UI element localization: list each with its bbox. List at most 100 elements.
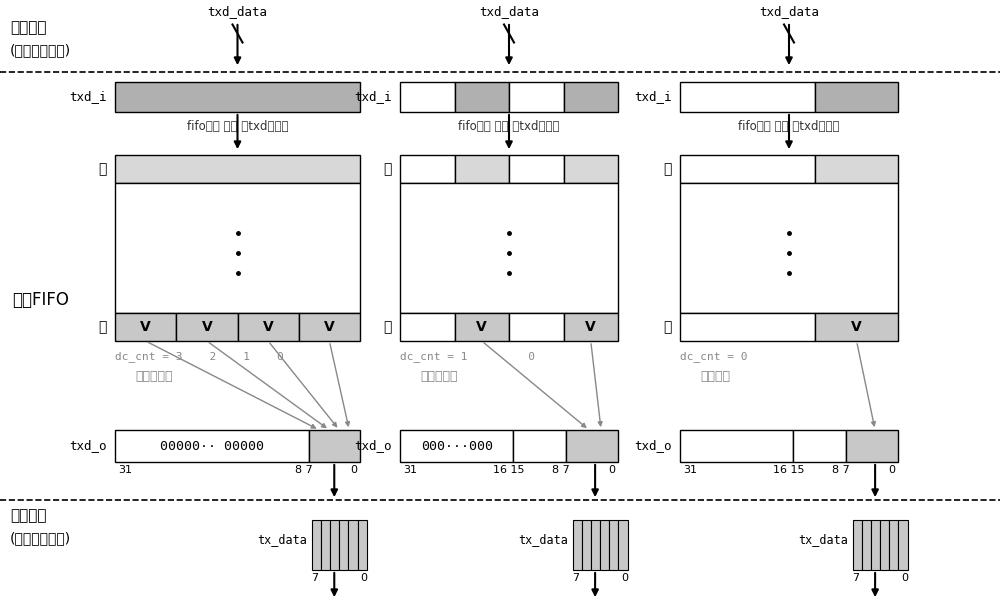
Bar xyxy=(880,520,889,570)
Text: 尾: 尾 xyxy=(384,162,392,176)
Text: 头: 头 xyxy=(384,320,392,334)
Text: (数据并行写入): (数据并行写入) xyxy=(10,43,71,57)
Text: 8 7: 8 7 xyxy=(295,465,313,475)
Bar xyxy=(513,430,566,462)
Bar xyxy=(115,82,360,112)
Bar xyxy=(815,155,898,183)
Text: tx_data: tx_data xyxy=(518,533,568,547)
Text: dc_cnt = 1         0: dc_cnt = 1 0 xyxy=(400,352,535,362)
Bar xyxy=(582,520,591,570)
Bar xyxy=(348,520,358,570)
Bar xyxy=(115,155,360,183)
Text: txd_i: txd_i xyxy=(70,90,107,104)
Text: 主机接口: 主机接口 xyxy=(10,20,46,36)
Text: 31: 31 xyxy=(683,465,697,475)
Text: txd_i: txd_i xyxy=(635,90,672,104)
Bar xyxy=(309,430,360,462)
Bar xyxy=(591,520,600,570)
Bar xyxy=(609,520,618,570)
Bar xyxy=(680,82,815,112)
Text: V: V xyxy=(324,320,335,334)
Bar xyxy=(400,430,513,462)
Text: 发送FIFO: 发送FIFO xyxy=(12,291,69,309)
Text: V: V xyxy=(585,320,596,334)
Text: V: V xyxy=(851,320,862,334)
Text: 00000·· 00000: 00000·· 00000 xyxy=(160,439,264,453)
Text: 按字节对齐: 按字节对齐 xyxy=(135,370,173,383)
Text: txd_o: txd_o xyxy=(354,439,392,453)
Text: 外设接口: 外设接口 xyxy=(10,509,46,524)
Text: 31: 31 xyxy=(403,465,417,475)
Bar xyxy=(358,520,367,570)
Bar xyxy=(680,183,898,313)
Bar xyxy=(509,313,564,341)
Text: V: V xyxy=(202,320,212,334)
Text: fifo未满 用户 写txd寄存器: fifo未满 用户 写txd寄存器 xyxy=(187,120,288,132)
Bar xyxy=(454,155,509,183)
Text: V: V xyxy=(140,320,151,334)
Text: 8 7: 8 7 xyxy=(832,465,850,475)
Bar xyxy=(238,313,299,341)
Text: 尾: 尾 xyxy=(664,162,672,176)
Text: txd_data: txd_data xyxy=(759,5,819,19)
Bar xyxy=(400,313,454,341)
Text: dc_cnt = 3    2    1    0: dc_cnt = 3 2 1 0 xyxy=(115,352,284,362)
Text: txd_o: txd_o xyxy=(70,439,107,453)
Text: 按字对齐: 按字对齐 xyxy=(700,370,730,383)
Bar xyxy=(400,82,454,112)
Text: V: V xyxy=(476,320,487,334)
Bar xyxy=(898,520,908,570)
Text: 7: 7 xyxy=(311,573,318,583)
Text: fifo未满 用户 写txd寄存器: fifo未满 用户 写txd寄存器 xyxy=(738,120,840,132)
Text: 尾: 尾 xyxy=(99,162,107,176)
Bar xyxy=(680,313,815,341)
Bar xyxy=(871,520,880,570)
Bar xyxy=(115,313,176,341)
Bar xyxy=(815,313,898,341)
Bar xyxy=(862,520,871,570)
Text: txd_o: txd_o xyxy=(635,439,672,453)
Bar xyxy=(600,520,609,570)
Text: 16 15: 16 15 xyxy=(493,465,525,475)
Bar xyxy=(400,183,618,313)
Bar xyxy=(509,82,564,112)
Bar xyxy=(321,520,330,570)
Bar xyxy=(115,430,309,462)
Text: 0: 0 xyxy=(360,573,367,583)
Text: 16 15: 16 15 xyxy=(773,465,805,475)
Bar xyxy=(339,520,348,570)
Bar xyxy=(618,520,628,570)
Text: tx_data: tx_data xyxy=(257,533,307,547)
Text: 0: 0 xyxy=(621,573,628,583)
Bar xyxy=(680,430,793,462)
Bar xyxy=(176,313,238,341)
Bar xyxy=(793,430,846,462)
Bar xyxy=(889,520,898,570)
Bar xyxy=(400,155,454,183)
Bar xyxy=(853,520,862,570)
Text: dc_cnt = 0: dc_cnt = 0 xyxy=(680,352,748,362)
Text: txd_i: txd_i xyxy=(354,90,392,104)
Text: 头: 头 xyxy=(664,320,672,334)
Bar xyxy=(680,155,815,183)
Bar xyxy=(454,82,509,112)
Bar xyxy=(509,155,564,183)
Bar xyxy=(566,430,618,462)
Bar xyxy=(564,82,618,112)
Text: fifo未满 用户 写txd寄存器: fifo未满 用户 写txd寄存器 xyxy=(458,120,560,132)
Text: (数据串行输出): (数据串行输出) xyxy=(10,531,71,545)
Text: 31: 31 xyxy=(118,465,132,475)
Bar xyxy=(564,313,618,341)
Text: txd_data: txd_data xyxy=(208,5,268,19)
Bar xyxy=(115,183,360,313)
Bar xyxy=(815,82,898,112)
Bar xyxy=(573,520,582,570)
Text: 0: 0 xyxy=(901,573,908,583)
Bar xyxy=(846,430,898,462)
Text: tx_data: tx_data xyxy=(798,533,848,547)
Text: txd_data: txd_data xyxy=(479,5,539,19)
Bar xyxy=(454,313,509,341)
Text: 按半字对齐: 按半字对齐 xyxy=(420,370,458,383)
Text: 000···000: 000···000 xyxy=(421,439,493,453)
Text: 0: 0 xyxy=(888,465,895,475)
